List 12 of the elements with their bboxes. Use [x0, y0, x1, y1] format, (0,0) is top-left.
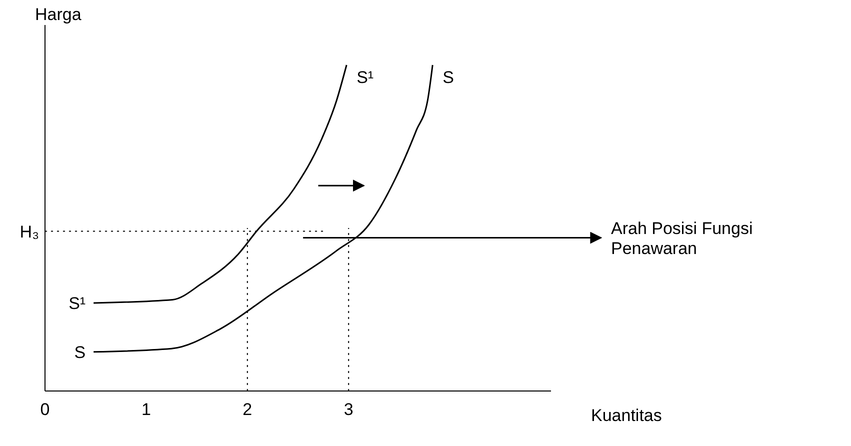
text: Arah Posisi Fungsi Penawaran	[611, 218, 753, 258]
x-tick-label: 1	[141, 400, 151, 420]
series-label: S¹	[68, 294, 86, 313]
text: S¹	[356, 68, 374, 87]
ref-line-label: H₃	[20, 222, 39, 242]
x-tick-label: 3	[344, 400, 354, 420]
x-tick-label: 2	[242, 400, 252, 420]
series-label: S	[74, 342, 86, 362]
text: S	[442, 68, 454, 87]
y-axis-title: Harga	[35, 5, 82, 24]
x-tick-label: 0	[40, 400, 50, 420]
x-axis-title: Kuantitas	[591, 406, 662, 425]
